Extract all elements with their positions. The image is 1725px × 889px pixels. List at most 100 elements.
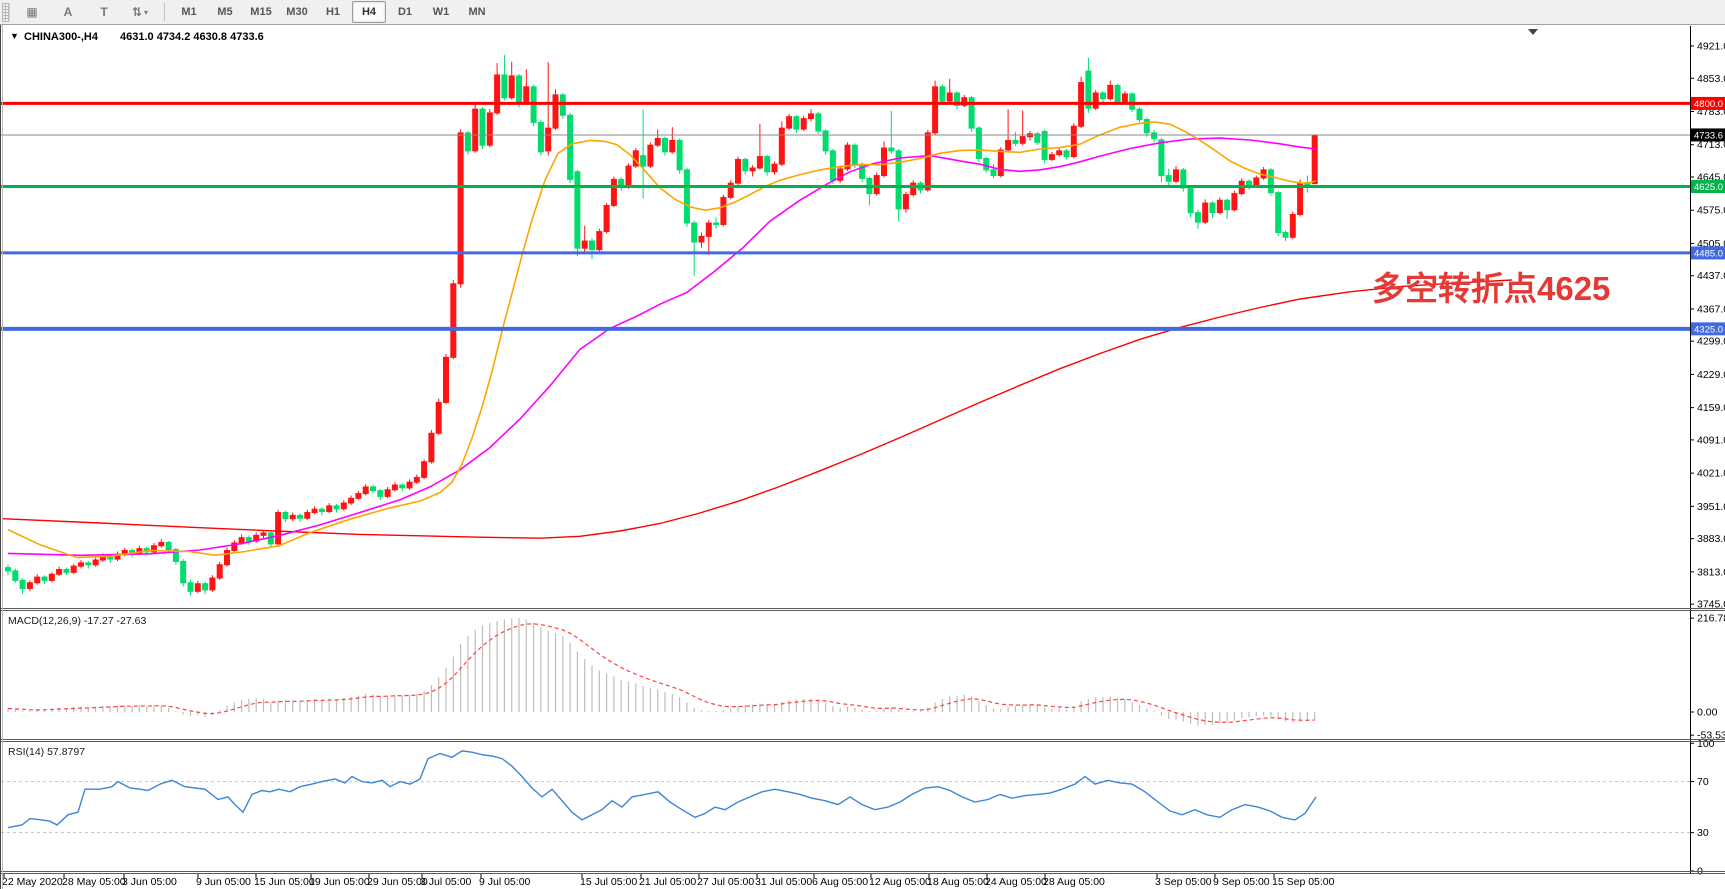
- price-tick-label: 4713.0: [1697, 139, 1725, 151]
- candle: [450, 283, 457, 358]
- time-tick-label: 15 Jun 05:00: [254, 876, 315, 888]
- price-tick-label: 4575.0: [1697, 205, 1725, 217]
- chart-collapse-icon[interactable]: ▼: [10, 31, 19, 41]
- candle: [12, 570, 19, 581]
- candle: [224, 550, 230, 566]
- candle: [202, 583, 209, 591]
- timeframe-button-m15[interactable]: M15: [250, 6, 272, 18]
- candle: [464, 132, 471, 152]
- candle: [822, 130, 829, 152]
- candle: [399, 484, 406, 489]
- candle: [837, 168, 844, 181]
- candle: [1048, 154, 1055, 160]
- time-tick-label: 31 Jul 05:00: [755, 876, 812, 888]
- chart-area[interactable]: 4921.04853.04783.04713.04645.04575.04505…: [0, 25, 1725, 889]
- price-tag: [1691, 96, 1725, 110]
- candle: [742, 158, 749, 172]
- candle: [983, 157, 990, 171]
- time-tick-label: 29 Jun 05:00: [367, 876, 428, 888]
- candle: [808, 113, 814, 120]
- candle: [676, 139, 683, 171]
- candle: [413, 476, 420, 483]
- candle: [370, 486, 376, 492]
- candle: [873, 175, 880, 195]
- candle: [1216, 199, 1223, 214]
- candle: [946, 92, 953, 102]
- timeframe-button-m30[interactable]: M30: [286, 6, 308, 18]
- time-axis[interactable]: 22 May 2020 28 May 05:003 Jun 05:00 9 Jun …: [2, 874, 1335, 888]
- price-axis[interactable]: 4921.04853.04783.04713.04645.04575.04505…: [1690, 41, 1725, 878]
- candle: [1063, 150, 1070, 158]
- candle: [245, 537, 252, 542]
- ma-mid-magenta-line: [7, 137, 1317, 557]
- chart-shift-marker-icon[interactable]: [1528, 29, 1538, 35]
- chart-ohlc-values: 4631.0 4734.2 4630.8 4733.6: [120, 31, 264, 43]
- candle: [479, 108, 486, 146]
- candle: [384, 489, 391, 497]
- candles-layer: [5, 55, 1318, 596]
- candle: [771, 163, 778, 173]
- candle: [1136, 108, 1143, 121]
- candle: [954, 92, 960, 106]
- dropdown-caret-icon[interactable]: ▾: [144, 7, 149, 17]
- candle: [727, 182, 734, 198]
- time-tick-label: 24 Aug 05:00: [985, 876, 1047, 888]
- candle: [318, 508, 325, 513]
- candle: [698, 235, 705, 243]
- candle: [647, 144, 654, 167]
- candle: [888, 147, 895, 152]
- candle: [326, 505, 333, 513]
- timeframe-button-d1[interactable]: D1: [397, 6, 413, 18]
- candle: [735, 158, 741, 184]
- price-tick-label: 3883.0: [1697, 533, 1725, 545]
- candle: [172, 549, 179, 562]
- candle: [1085, 70, 1092, 109]
- annotation-text[interactable]: 多空转折点4625: [1372, 270, 1610, 307]
- chart-template-icon: ▦: [26, 5, 38, 19]
- timeframe-button-m1[interactable]: M1: [181, 6, 197, 18]
- chart-template-icon[interactable]: ▦: [15, 1, 49, 23]
- candle: [610, 178, 617, 206]
- candle: [902, 194, 909, 210]
- candle: [472, 108, 479, 152]
- candle: [355, 493, 362, 499]
- timeframe-button-m5[interactable]: M5: [217, 6, 233, 18]
- candle: [851, 144, 858, 165]
- candle: [428, 432, 435, 463]
- text-label-icon[interactable]: A: [51, 1, 85, 23]
- candle: [391, 484, 398, 491]
- candle: [92, 559, 99, 566]
- candle: [574, 171, 581, 249]
- candle: [895, 150, 902, 210]
- time-tick-label: 9 Jul 05:00: [479, 876, 531, 888]
- candle: [1005, 139, 1012, 151]
- toolbar-drag-handle[interactable]: [2, 2, 10, 22]
- candle: [209, 577, 216, 591]
- candle: [34, 576, 41, 584]
- ma-layer: [1, 121, 1513, 559]
- price-tag-label: 4800.0: [1694, 99, 1723, 110]
- candle: [443, 356, 449, 403]
- candle: [1209, 202, 1216, 214]
- timeframe-button-h4[interactable]: H4: [352, 1, 386, 23]
- candle: [815, 113, 822, 132]
- candle: [932, 86, 939, 134]
- price-tick-label: 4159.0: [1697, 402, 1725, 414]
- arrange-objects-icon[interactable]: ⇅ ▾: [123, 1, 157, 23]
- timeframe-button-mn[interactable]: MN: [468, 6, 486, 18]
- price-tag: [1691, 179, 1725, 193]
- candle: [589, 240, 595, 251]
- candle: [800, 118, 807, 130]
- price-tick-label: 3951.0: [1697, 501, 1725, 513]
- macd-layer: [7, 618, 1316, 726]
- time-tick-label: 3 Jun 05:00: [122, 876, 177, 888]
- candle: [625, 165, 632, 188]
- candle: [764, 156, 771, 173]
- timeframe-button-h1[interactable]: H1: [325, 6, 341, 18]
- timeframe-button-w1[interactable]: W1: [432, 6, 450, 18]
- candle: [501, 74, 508, 99]
- text-box-icon[interactable]: T: [87, 1, 121, 23]
- candle: [421, 461, 428, 478]
- price-tick-label: 4853.0: [1697, 73, 1725, 85]
- candle: [231, 542, 238, 552]
